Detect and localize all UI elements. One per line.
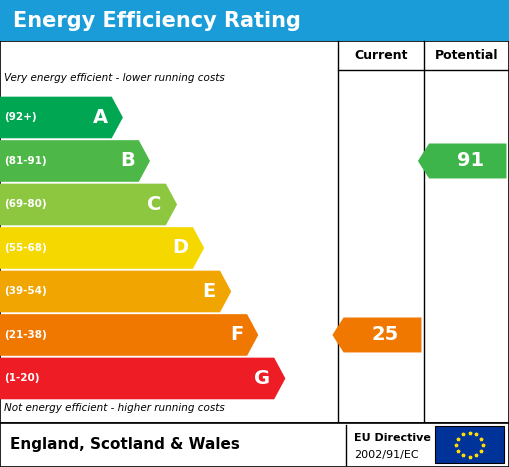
Polygon shape <box>332 318 421 353</box>
Text: 91: 91 <box>457 151 484 170</box>
Text: G: G <box>254 369 270 388</box>
Text: EU Directive: EU Directive <box>354 433 431 443</box>
Polygon shape <box>418 143 506 178</box>
Text: (39-54): (39-54) <box>4 286 47 297</box>
Text: 25: 25 <box>372 325 399 345</box>
Polygon shape <box>0 97 123 138</box>
Polygon shape <box>0 271 231 312</box>
Text: F: F <box>230 325 243 345</box>
Text: England, Scotland & Wales: England, Scotland & Wales <box>10 437 240 453</box>
Bar <box>0 0 509 41</box>
Polygon shape <box>0 314 258 356</box>
Text: B: B <box>120 151 135 170</box>
Text: (92+): (92+) <box>4 113 37 122</box>
Text: D: D <box>173 239 189 257</box>
Polygon shape <box>0 184 177 225</box>
Text: Energy Efficiency Rating: Energy Efficiency Rating <box>13 11 301 30</box>
Text: (55-68): (55-68) <box>4 243 47 253</box>
Text: Current: Current <box>354 49 408 62</box>
Polygon shape <box>0 140 150 182</box>
Bar <box>0 423 509 467</box>
Text: 2002/91/EC: 2002/91/EC <box>354 450 418 460</box>
Text: (1-20): (1-20) <box>4 374 40 383</box>
Polygon shape <box>0 227 204 269</box>
Text: (69-80): (69-80) <box>4 199 47 210</box>
Text: Very energy efficient - lower running costs: Very energy efficient - lower running co… <box>4 73 225 83</box>
Text: Potential: Potential <box>435 49 498 62</box>
Bar <box>435 426 504 463</box>
Text: Not energy efficient - higher running costs: Not energy efficient - higher running co… <box>4 403 225 412</box>
Text: (81-91): (81-91) <box>4 156 47 166</box>
Text: A: A <box>93 108 107 127</box>
Text: (21-38): (21-38) <box>4 330 47 340</box>
Text: E: E <box>203 282 216 301</box>
Polygon shape <box>0 358 286 399</box>
Bar <box>0 41 509 423</box>
Text: C: C <box>148 195 162 214</box>
